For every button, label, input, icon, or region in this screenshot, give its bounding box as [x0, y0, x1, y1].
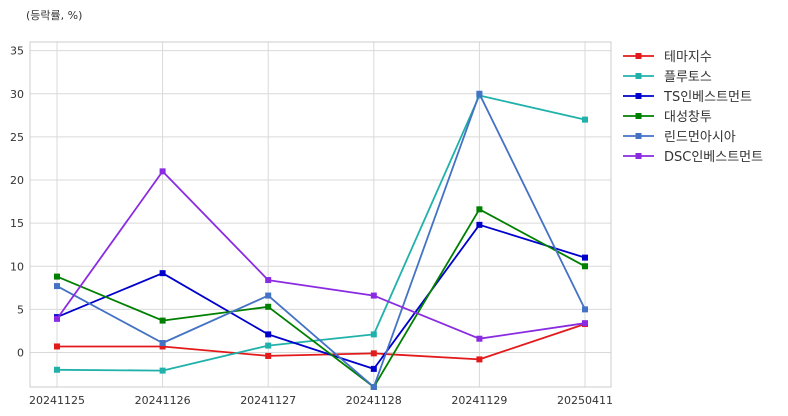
data-point — [370, 365, 377, 372]
grid-lines — [30, 42, 611, 387]
data-point — [476, 356, 483, 363]
y-tick-label: 0 — [17, 347, 24, 360]
series-line — [56, 170, 586, 340]
plot-area-frame — [29, 41, 612, 388]
legend-marker — [635, 53, 642, 59]
x-tick-label: 20241128 — [346, 394, 402, 407]
data-point — [476, 90, 483, 97]
series-line — [56, 208, 586, 388]
data-point — [54, 315, 60, 322]
legend-item: DSC인베스트먼트 — [623, 150, 763, 165]
data-point — [159, 168, 166, 175]
series-line — [56, 223, 586, 370]
legend-item: TS인베스트먼트 — [623, 90, 752, 105]
legend-item: 테마지수 — [623, 50, 712, 65]
y-tick-label: 15 — [10, 217, 24, 230]
legend-label: 대성창투 — [664, 110, 712, 125]
data-point — [265, 277, 272, 284]
x-tick-label: 20241127 — [240, 394, 296, 407]
data-point — [370, 292, 377, 299]
y-axis: 0 5 10 15 20 25 30 35 — [10, 45, 24, 360]
legend-label: TS인베스트먼트 — [663, 90, 752, 105]
series-6 — [54, 168, 588, 342]
series-line — [56, 94, 586, 372]
data-point — [476, 206, 483, 213]
data-point — [582, 254, 588, 261]
data-point — [159, 343, 166, 350]
data-point — [265, 352, 272, 359]
data-point — [582, 320, 588, 327]
data-point — [582, 306, 588, 313]
data-point — [582, 263, 588, 270]
legend-label: 플루토스 — [664, 70, 712, 85]
y-tick-label: 25 — [10, 131, 24, 144]
series-line — [56, 92, 586, 388]
legend-item: 대성창투 — [623, 110, 712, 125]
series-5 — [54, 90, 588, 390]
data-point — [370, 384, 377, 390]
data-point — [54, 366, 60, 373]
legend-label: 린드먼아시아 — [664, 130, 736, 145]
data-point — [54, 283, 60, 290]
data-point — [370, 350, 377, 357]
data-point — [476, 335, 483, 342]
y-tick-label: 30 — [10, 88, 24, 101]
legend-marker — [635, 93, 642, 99]
data-point — [265, 342, 272, 349]
legend-item: 린드먼아시아 — [623, 130, 736, 145]
legend-marker — [635, 153, 642, 159]
data-point — [54, 273, 60, 280]
legend-marker — [635, 113, 642, 119]
data-point — [54, 343, 60, 350]
data-point — [582, 116, 588, 123]
data-point — [265, 292, 272, 299]
y-tick-label: 5 — [17, 303, 24, 316]
legend-label: DSC인베스트먼트 — [664, 150, 763, 165]
series-line — [57, 323, 586, 361]
data-point — [476, 221, 483, 228]
data-point — [159, 367, 166, 374]
legend-item: 플루토스 — [623, 70, 712, 85]
x-tick-label: 20241125 — [29, 394, 85, 407]
data-point — [370, 331, 377, 338]
x-tick-label: 20241129 — [451, 394, 507, 407]
data-point — [159, 270, 166, 277]
unit-label: (등락률, %) — [26, 9, 82, 22]
x-tick-label: 20250411 — [557, 394, 613, 407]
series-layer — [54, 90, 588, 390]
data-point — [159, 317, 166, 324]
data-point — [159, 340, 166, 347]
x-tick-label: 20241126 — [135, 394, 191, 407]
y-tick-label: 20 — [10, 174, 24, 187]
x-axis: 20241125 20241126 20241127 20241128 20241129… — [29, 394, 613, 407]
y-tick-label: 35 — [10, 45, 24, 58]
legend-label: 테마지수 — [664, 50, 712, 65]
y-tick-label: 10 — [10, 260, 24, 273]
legend-marker — [635, 133, 642, 139]
data-point — [265, 331, 272, 338]
data-point — [265, 303, 272, 310]
legend-marker — [635, 73, 642, 79]
